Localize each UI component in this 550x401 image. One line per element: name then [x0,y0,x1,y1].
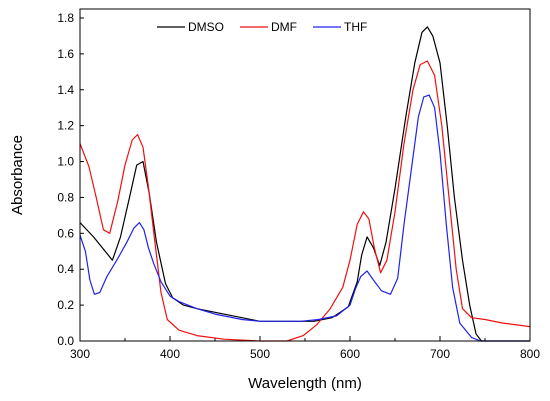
x-tick-label: 500 [250,347,270,361]
x-axis-ticks: 300 400 500 600 700 800 [70,336,540,361]
y-tick-label: 0.4 [57,262,74,276]
y-tick-label: 1.6 [57,47,74,61]
x-tick-label: 400 [160,347,180,361]
y-tick-label: 1.2 [57,119,74,133]
y-tick-label: 1.4 [57,83,74,97]
legend-label-dmf: DMF [271,20,297,34]
y-tick-label: 0.6 [57,226,74,240]
y-tick-label: 0.0 [57,334,74,348]
y-tick-label: 1.8 [57,11,74,25]
x-axis-title: Wavelength (nm) [248,375,362,392]
x-tick-label: 600 [340,347,360,361]
y-tick-label: 1.0 [57,155,74,169]
series-line-dmf [79,60,531,342]
y-tick-label: 0.8 [57,190,74,204]
y-axis-ticks: 0.0 0.2 0.4 0.6 0.8 1.0 1.2 1.4 1.6 1.8 [57,11,84,348]
legend-label-thf: THF [344,20,367,34]
y-axis-title: Absorbance [9,135,26,215]
x-tick-label: 800 [520,347,540,361]
plot-frame [79,8,531,342]
legend: DMSO DMF THF [157,20,367,34]
series-line-thf [79,94,530,342]
series-lines [79,26,531,342]
y-tick-label: 0.2 [57,298,74,312]
series-line-dmso [79,26,530,342]
x-tick-label: 300 [70,347,90,361]
legend-label-dmso: DMSO [188,20,224,34]
x-tick-label: 700 [430,347,450,361]
